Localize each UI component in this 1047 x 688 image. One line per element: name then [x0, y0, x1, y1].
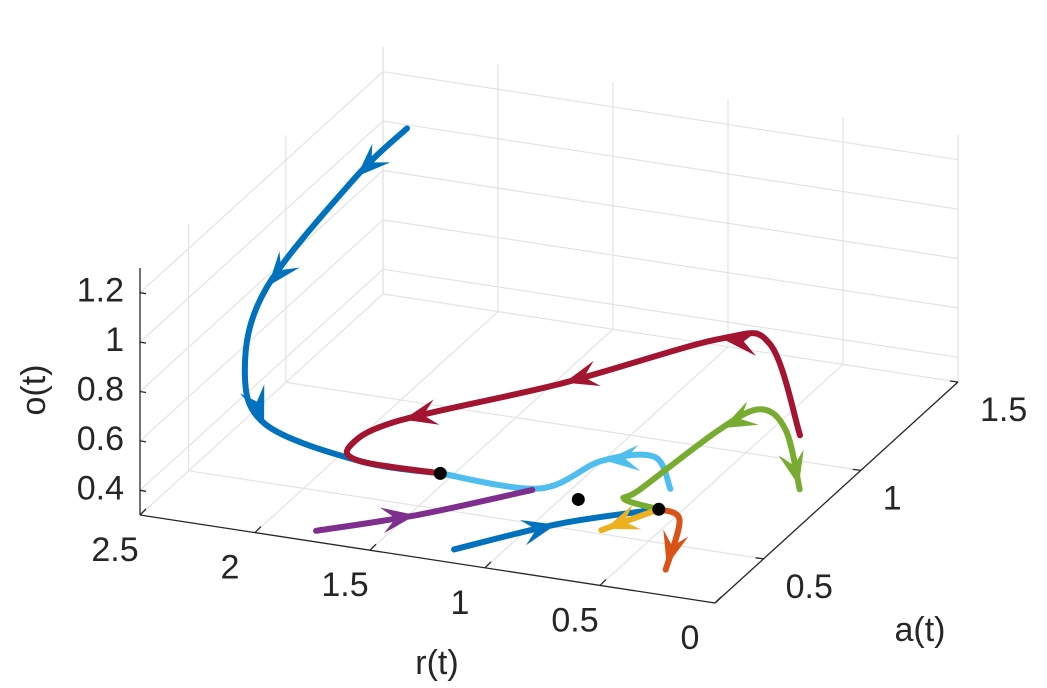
- trajectory: [620, 406, 803, 513]
- y-tick-label: 1: [883, 479, 902, 517]
- grid-line: [382, 268, 959, 358]
- tick-mark: [369, 543, 377, 551]
- trajectory: [451, 506, 662, 553]
- z-axis-label: o(t): [15, 365, 53, 416]
- y-tick-label: 1.5: [980, 391, 1027, 429]
- equilibrium-point: [433, 466, 447, 480]
- grid-line: [139, 170, 384, 392]
- tick-mark: [139, 292, 147, 295]
- trajectory: [437, 451, 674, 492]
- arrowhead: [663, 529, 689, 566]
- grid-line: [382, 71, 959, 161]
- arrowhead: [268, 251, 300, 286]
- z-tick-label: 0.4: [77, 469, 124, 507]
- x-tick-label: 2: [221, 549, 240, 587]
- grid-line: [254, 311, 499, 534]
- tick-mark: [139, 440, 147, 443]
- grid-line: [139, 219, 384, 442]
- trajectory: [343, 330, 803, 477]
- grid-line: [382, 169, 959, 260]
- arrowhead: [723, 329, 759, 356]
- tick-mark: [949, 380, 959, 383]
- arrowhead: [605, 444, 641, 471]
- equilibrium-point: [571, 492, 585, 506]
- x-tick-label: 0.5: [551, 601, 598, 639]
- equilibrium-point: [652, 502, 666, 516]
- x-tick-label: 0: [681, 619, 700, 657]
- grid-line: [382, 293, 959, 383]
- tick-mark: [484, 561, 492, 569]
- z-tick-label: 1.2: [77, 272, 124, 310]
- tick-mark: [755, 557, 764, 560]
- tick-mark: [714, 596, 722, 604]
- grid-line: [139, 268, 384, 491]
- arrowhead: [239, 384, 265, 421]
- x-tick-label: 2.5: [91, 531, 138, 569]
- grid-line: [382, 219, 959, 309]
- tick-mark: [139, 341, 147, 344]
- tick-mark: [254, 526, 262, 534]
- trajectory: [241, 125, 444, 477]
- tick-mark: [139, 390, 147, 394]
- x-axis-label: r(t): [415, 644, 458, 682]
- y-axis-label: a(t): [895, 611, 946, 649]
- grid-line: [285, 381, 861, 471]
- arrowhead: [403, 399, 440, 425]
- tick-mark: [599, 578, 607, 586]
- arrowhead: [380, 507, 416, 534]
- arrowhead: [564, 360, 601, 386]
- x-tick-label: 1.5: [321, 566, 368, 604]
- tick-mark: [139, 508, 147, 516]
- z-tick-label: 0.6: [77, 420, 124, 458]
- tick-mark: [139, 489, 147, 492]
- arrowhead: [519, 520, 556, 546]
- grid-line: [599, 363, 844, 586]
- arrowhead: [722, 401, 759, 429]
- axis-line: [139, 514, 716, 604]
- z-tick-label: 1: [105, 321, 124, 359]
- arrowhead: [605, 504, 642, 530]
- z-tick-label: 0.8: [77, 370, 124, 408]
- trajectory: [313, 486, 536, 534]
- grid-line: [139, 71, 384, 294]
- grid-line: [382, 120, 959, 210]
- arrowhead: [356, 143, 391, 177]
- axis-line: [714, 381, 959, 604]
- tick-mark: [852, 468, 861, 472]
- y-tick-label: 0.5: [786, 568, 833, 606]
- arrowhead: [778, 449, 804, 486]
- grid-line: [139, 120, 384, 343]
- x-tick-label: 1: [451, 584, 470, 622]
